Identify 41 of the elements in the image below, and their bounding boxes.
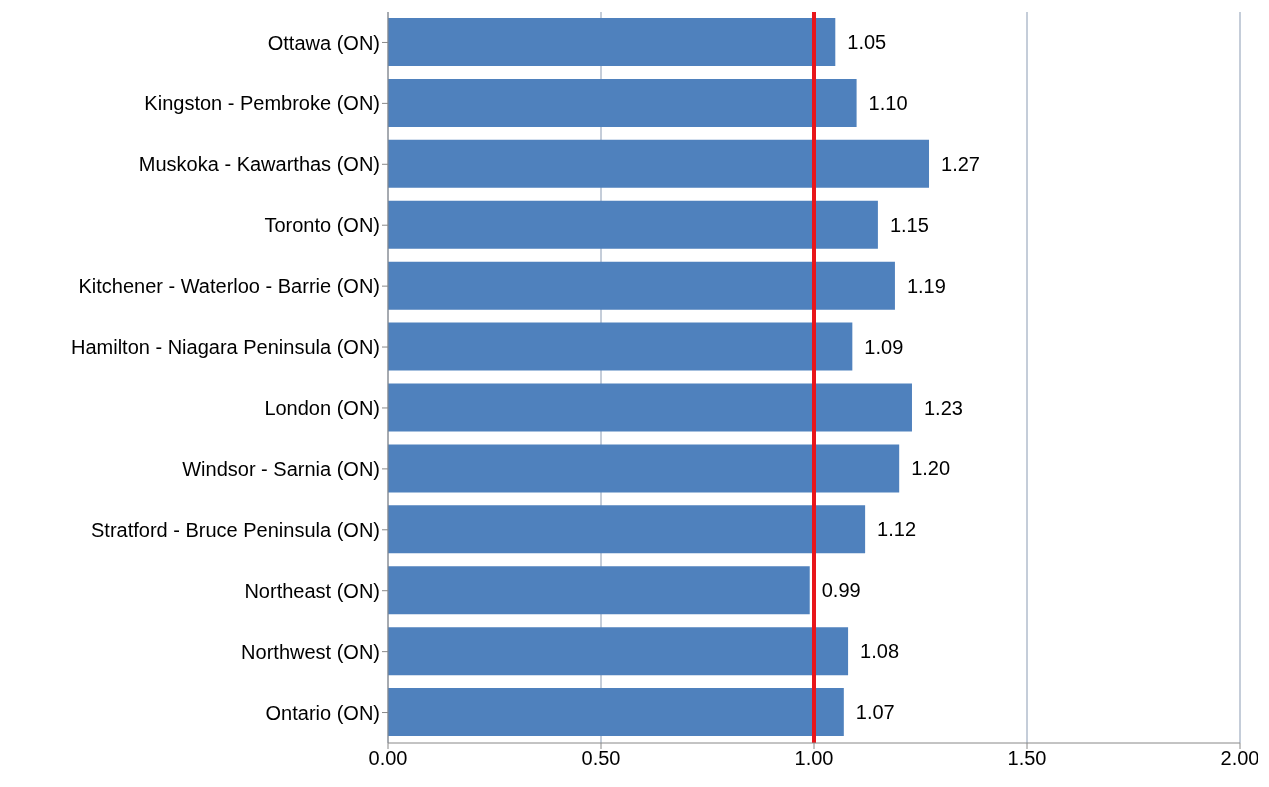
x-tick-label: 2.00: [1220, 747, 1260, 770]
data-label: 1.05: [847, 31, 887, 53]
x-tick-label: 1.00: [794, 747, 834, 770]
y-tick-label: Ottawa (ON): [267, 31, 380, 54]
y-tick-label: London (ON): [264, 397, 380, 420]
data-label: 1.10: [868, 91, 908, 114]
y-tick-label: Northeast (ON): [244, 579, 380, 602]
data-label: 1.20: [911, 457, 951, 480]
bar: [388, 383, 912, 432]
data-label: 0.99: [821, 579, 861, 602]
bar: [388, 200, 878, 249]
y-tick-label: Windsor - Sarnia (ON): [182, 457, 380, 480]
data-label: 1.15: [889, 213, 929, 236]
bar: [388, 566, 810, 615]
bar: [388, 688, 844, 737]
bar: [388, 505, 866, 554]
bar: [388, 78, 857, 127]
data-label: 1.19: [906, 274, 946, 297]
y-tick-label: Stratford - Bruce Peninsula (ON): [91, 518, 380, 541]
y-tick-label: Kitchener - Waterloo - Barrie (ON): [78, 275, 380, 298]
data-label: 1.07: [855, 701, 895, 724]
y-tick-label: Kingston - Pembroke (ON): [144, 92, 380, 115]
y-tick-label: Hamilton - Niagara Peninsula (ON): [70, 336, 380, 359]
bar: [388, 18, 836, 66]
bar: [388, 444, 900, 493]
bar: [388, 139, 930, 188]
bar: [388, 261, 895, 310]
bar: [388, 322, 853, 371]
x-tick-label: 0.00: [368, 747, 408, 770]
data-label: 1.09: [864, 335, 904, 358]
x-tick-label: 1.50: [1007, 747, 1047, 770]
data-label: 1.27: [941, 152, 980, 175]
y-tick-label: Ontario (ON): [265, 701, 380, 724]
x-tick-label: 0.50: [581, 747, 621, 770]
data-label: 1.12: [877, 518, 917, 541]
data-label: 1.08: [860, 640, 900, 663]
y-tick-label: Muskoka - Kawarthas (ON): [138, 153, 380, 176]
y-tick-label: Toronto (ON): [264, 214, 380, 237]
bar: [388, 627, 849, 676]
y-tick-label: Northwest (ON): [241, 640, 380, 663]
data-label: 1.23: [923, 396, 963, 419]
